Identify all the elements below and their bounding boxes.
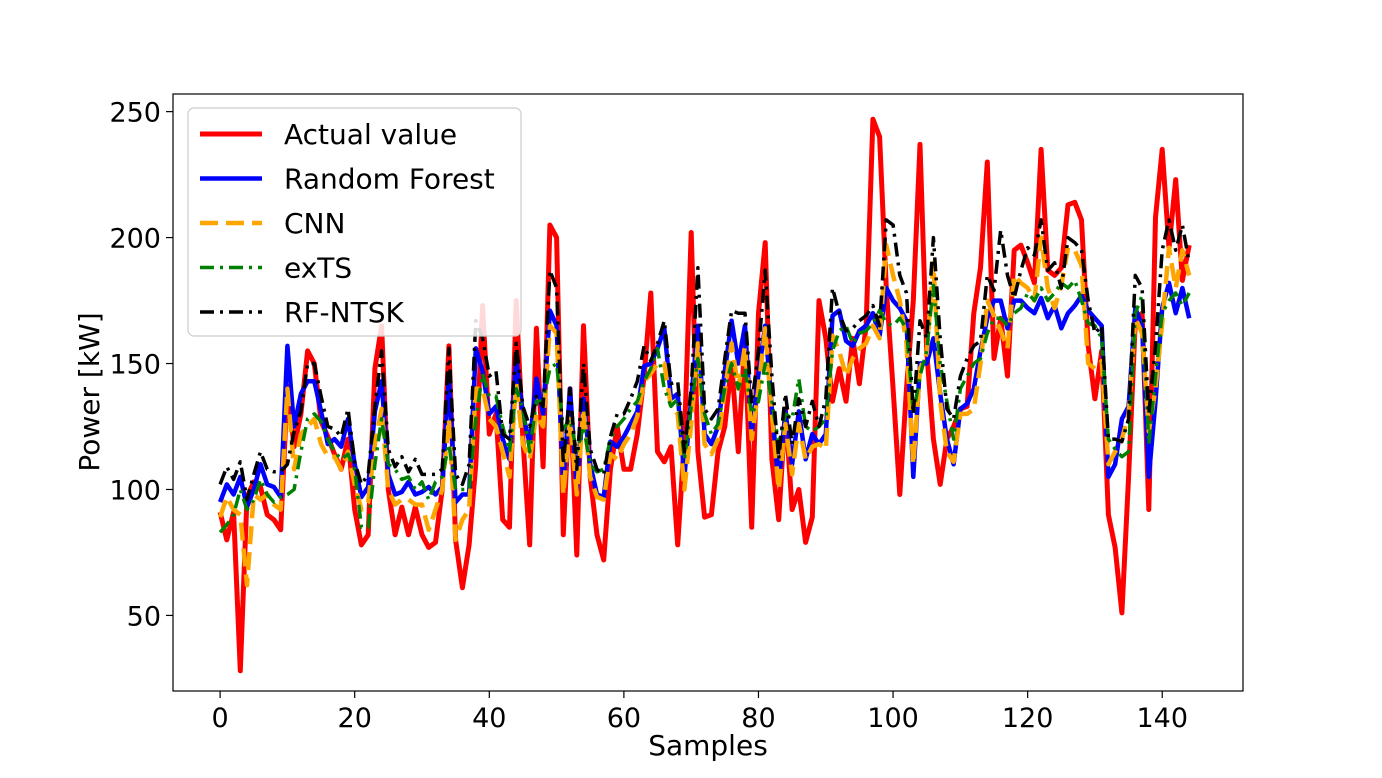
legend-entries: Actual value Random Forest CNN exTS RF-NTSK (200, 118, 495, 329)
legend-label: RF-NTSK (284, 296, 404, 329)
x-tick-label: 40 (472, 703, 506, 734)
tick-layer: 0 20 40 60 80 100 120 140 50 100 150 200 250 (109, 98, 1188, 734)
legend-label: Actual value (284, 118, 457, 151)
legend-label: Random Forest (284, 163, 495, 196)
legend: Actual value Random Forest CNN exTS RF-NTSK (187, 107, 522, 337)
x-tick-label: 0 (212, 703, 229, 734)
x-tick-label: 60 (607, 703, 641, 734)
x-tick-label: 120 (1002, 703, 1054, 734)
plot-frame (172, 93, 1244, 692)
y-tick-label: 250 (109, 98, 161, 129)
legend-label: CNN (284, 207, 345, 240)
series-line-exts (218, 278, 1191, 534)
series-line-rf-ntsk (218, 218, 1191, 502)
x-tick-label: 100 (867, 703, 919, 734)
legend-label: exTS (284, 252, 352, 285)
x-tick-label: 140 (1136, 703, 1188, 734)
series-line-cnn (217, 235, 1192, 588)
y-tick-label: 50 (127, 601, 161, 632)
y-axis-label: Power [kW] (73, 312, 106, 471)
x-tick-label: 80 (741, 703, 775, 734)
y-tick-label: 150 (109, 350, 161, 381)
x-axis-label: Samples (648, 729, 768, 762)
y-tick-label: 100 (109, 475, 161, 506)
x-tick-label: 20 (338, 703, 372, 734)
y-tick-label: 200 (109, 224, 161, 255)
legend-frame (187, 107, 522, 337)
